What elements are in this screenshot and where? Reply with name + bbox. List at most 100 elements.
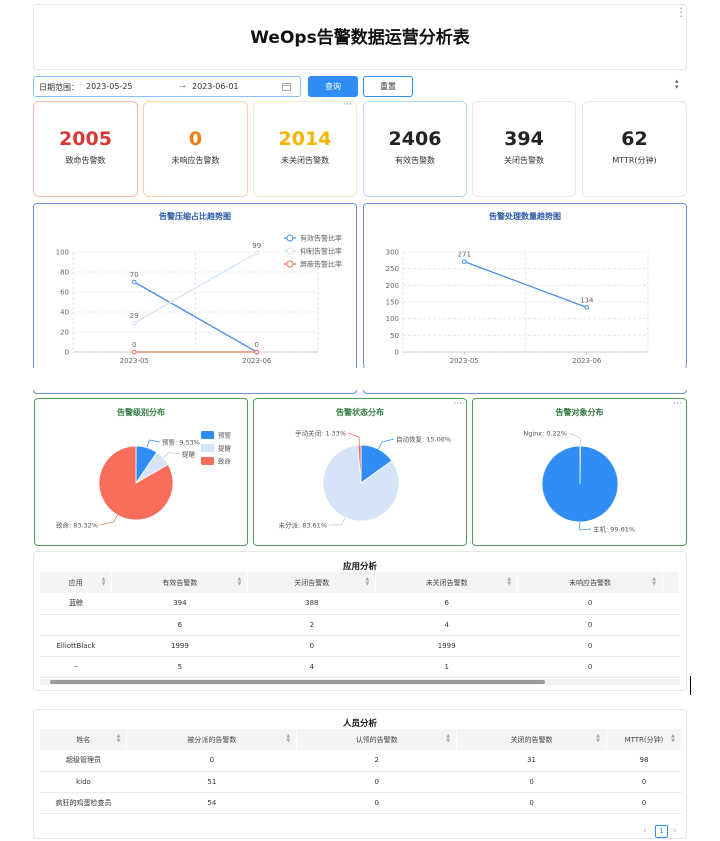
column-header[interactable]: 未响应告警数 ▲ ▼ <box>517 572 663 593</box>
column-header[interactable]: MTTR(分钟) ▲ ▼ <box>606 729 682 750</box>
column-header[interactable]: 关闭告警数 ▲ ▼ <box>247 572 377 593</box>
end-date-input[interactable]: 2023-06-01 <box>192 82 239 91</box>
slice-label: 手动关闭: 1.33% <box>295 429 346 438</box>
object-distribution-panel: 告警对象分布 ··· Nginx: 0.22% 主机: 99.61% <box>472 398 687 546</box>
column-header[interactable]: 关闭的告警数 ▲ ▼ <box>456 729 607 750</box>
date-range-picker[interactable]: 日期范围： 2023-05-25 → 2023-06-01 <box>33 76 301 97</box>
legend-label: 致命 <box>218 457 232 466</box>
next-page-icon[interactable]: › <box>673 826 677 836</box>
seam-band <box>0 368 720 390</box>
legend-swatch <box>201 457 214 465</box>
label-line <box>162 452 181 459</box>
table-cell: 394 <box>111 593 248 615</box>
compression-trend-panel: 告警压缩占比趋势图 0 20 40 60 80 100 2023-05 2023-06 70 0 2… <box>33 203 357 393</box>
data-point <box>131 349 137 355</box>
stat-value: 2014 <box>278 128 332 150</box>
calendar-icon[interactable] <box>282 82 291 91</box>
collapse-toggle-icon[interactable]: ▴ ▾ <box>675 77 679 91</box>
y-tick-label: 60 <box>60 289 69 297</box>
y-tick-label: 250 <box>386 265 399 273</box>
legend-swatch <box>201 444 214 452</box>
chart-title: 告警对象分布 <box>555 408 604 417</box>
stat-card-valid: 2406 有效告警数 <box>363 101 467 197</box>
label-line <box>146 439 161 448</box>
legend-marker <box>286 260 294 268</box>
horizontal-scrollbar[interactable] <box>40 679 680 685</box>
table-row: 超级管理员 0 2 31 98 <box>40 750 682 772</box>
stat-label: 有效告警数 <box>395 156 435 165</box>
stat-card-closed: 394 关闭告警数 <box>472 101 576 197</box>
table-cell: 6 <box>111 614 248 636</box>
range-arrow-icon: → <box>179 82 186 91</box>
table-cell: 0 <box>456 771 607 793</box>
legend-label: 预警 <box>218 431 232 440</box>
column-header[interactable]: 未关闭告警数 ▲ ▼ <box>375 572 519 593</box>
chart-title: 告警级别分布 <box>117 408 165 417</box>
more-icon[interactable]: ··· <box>679 2 684 23</box>
query-button[interactable]: 查询 <box>308 76 358 97</box>
more-icon[interactable]: ··· <box>343 100 352 110</box>
stat-label: 未关闭告警数 <box>281 156 329 165</box>
date-range-label: 日期范围： <box>39 83 79 92</box>
stat-card-fatal: 2005 致命告警数 <box>33 101 138 197</box>
level-distribution-panel: 告警级别分布 预警: 9.53% 提醒: 致命: 83.32% 预警 提醒 致命 <box>34 398 248 546</box>
reset-button[interactable]: 重置 <box>363 76 413 97</box>
data-label: 134 <box>580 296 594 304</box>
app-analysis-panel: 应用分析 应用 ▲ ▼ 有效告警数 ▲ ▼ 关闭告警数 ▲ ▼ 未关闭告警数 ▲ ▼ 未响应告警… <box>33 551 687 691</box>
stat-card-unresponded: 0 未响应告警数 <box>143 101 248 197</box>
column-header[interactable]: 认领的告警数 ▲ ▼ <box>296 729 458 750</box>
column-header[interactable]: 有效告警数 ▲ ▼ <box>111 572 249 593</box>
sort-icon: ▲ ▼ <box>286 733 291 744</box>
table-row: 蓝鲸 394 388 6 0 <box>40 593 680 615</box>
table-cell: 6 <box>375 593 518 615</box>
table-row: -- 5 4 1 0 <box>40 656 680 678</box>
column-header[interactable]: 姓名 ▲ ▼ <box>40 729 128 750</box>
table-cell: 0 <box>517 593 663 615</box>
sort-icon: ▲ ▼ <box>596 733 600 744</box>
table-cell: 0 <box>247 635 376 657</box>
column-header[interactable]: 被分派的告警数 ▲ ▼ <box>126 729 298 750</box>
y-tick-label: 20 <box>60 329 69 337</box>
prev-page-icon[interactable]: ‹ <box>643 826 647 836</box>
table-cell: 51 <box>126 771 297 793</box>
table-row: ElliottBlack 1999 0 1999 0 <box>40 635 680 657</box>
slice-label: 主机: 99.61% <box>593 525 635 534</box>
table-cell: -- <box>40 656 112 678</box>
table-cell: 0 <box>296 771 457 793</box>
page-number-button[interactable]: 1 <box>655 825 668 838</box>
sort-icon: ▲ ▼ <box>652 576 656 587</box>
pie-slice <box>322 444 400 522</box>
legend-label: 有效告警比率 <box>300 234 342 243</box>
handling-trend-panel: 告警处理数量趋势图 0 50 100 150 200 250 300 2023-05 2023-… <box>363 203 687 368</box>
data-point <box>461 259 467 264</box>
x-tick-label: 2023-06 <box>242 357 272 365</box>
slice-label: 提醒: <box>182 450 197 459</box>
sort-icon: ▲ ▼ <box>116 733 121 744</box>
table-cell: 0 <box>296 792 457 814</box>
more-icon[interactable]: ··· <box>453 399 462 409</box>
legend-swatch <box>201 431 214 439</box>
sort-icon: ▲ ▼ <box>671 733 675 744</box>
table-cell: 388 <box>247 593 376 615</box>
data-label: 70 <box>130 271 139 279</box>
table-cell: 0 <box>456 792 607 814</box>
stat-value: 2005 <box>59 128 112 150</box>
more-icon[interactable]: ··· <box>673 399 682 409</box>
scrollbar-thumb[interactable] <box>50 680 545 684</box>
pie-slice <box>98 445 174 521</box>
y-tick-label: 100 <box>56 249 69 257</box>
y-tick-label: 80 <box>60 269 69 277</box>
sort-icon: ▲ ▼ <box>365 576 370 587</box>
label-line <box>378 438 395 450</box>
slice-label: 预警: 9.53% <box>162 438 200 447</box>
column-header[interactable]: 应用 ▲ ▼ <box>40 572 113 593</box>
text-cursor <box>690 676 691 695</box>
table-cell: 疯狂的鸡蛋检查员 <box>40 792 127 814</box>
table-cell: 0 <box>517 656 663 678</box>
pie-slice <box>541 445 619 523</box>
status-distribution-panel: 告警状态分布 ··· 自动恢复: 15.06% 未分派: 83.61% 手动关闭: … <box>253 398 467 546</box>
x-tick-label: 2023-05 <box>120 357 149 365</box>
table-cell: 1999 <box>111 635 248 657</box>
start-date-input[interactable]: 2023-05-25 <box>86 82 133 91</box>
